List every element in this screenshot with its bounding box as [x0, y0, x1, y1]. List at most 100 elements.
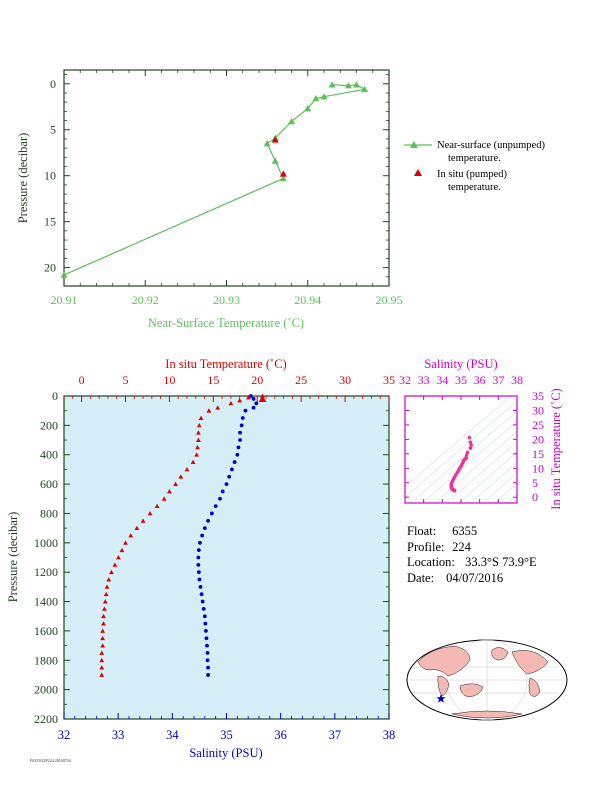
pressure-tick-label: 2200	[34, 712, 58, 726]
salinity-point	[220, 489, 225, 494]
top-y-ticks: 0 5 10 15 20	[44, 74, 389, 287]
near-surface-point	[60, 271, 68, 278]
top-x-tick-label: 20.93	[213, 293, 240, 307]
temperature-point	[112, 562, 118, 567]
temperature-point	[206, 408, 212, 413]
salinity-point	[205, 651, 210, 655]
density-contour	[434, 431, 517, 503]
float-info-panel: Float: 6355 Profile: 224 Location: 33.3°…	[407, 524, 537, 586]
pressure-tick-label: 2000	[34, 683, 58, 697]
temperature-point	[106, 577, 112, 582]
pressure-tick-label: 1400	[34, 595, 58, 609]
ts-y-tick-label: 20	[532, 432, 544, 446]
salinity-point	[254, 401, 259, 406]
float-number: 6355	[452, 524, 478, 538]
salinity-point	[206, 665, 210, 670]
sal-tick-label: 38	[383, 728, 396, 742]
salinity-point	[224, 482, 229, 486]
top-y-tick-label: 20	[44, 261, 56, 275]
profile-row: Profile: 224	[407, 540, 537, 556]
ts-x-tick-label: 36	[474, 373, 486, 387]
pressure-tick-label: 1600	[34, 624, 58, 638]
pressure-tick-label: 1200	[34, 565, 58, 579]
salinity-point	[199, 592, 204, 597]
near-surface-point	[263, 140, 271, 147]
salinity-point	[205, 658, 210, 663]
ts-point	[467, 435, 472, 440]
temperature-point	[101, 613, 106, 619]
temp-tick-label: 20	[251, 373, 263, 387]
top-x-tick-label: 20.94	[294, 293, 321, 307]
location-label: Location:	[407, 555, 455, 569]
salinity-point	[235, 452, 240, 457]
temperature-point	[100, 635, 106, 641]
bottom-temperature-axis-title: In situ Temperature (˚C)	[165, 357, 286, 371]
sal-tick-label: 32	[58, 728, 71, 742]
top-y-axis-title: Pressure (decibar)	[16, 133, 30, 224]
density-contour	[405, 401, 517, 499]
temperature-point	[195, 437, 201, 442]
bottom-pressure-ticks: 0 200 400 600 800 1000 1200 1400 1600 1800 2000 220…	[34, 389, 389, 726]
float-label: Float:	[407, 524, 437, 538]
ts-x-tick-label: 34	[436, 373, 448, 387]
top-y-tick-label: 10	[44, 169, 56, 183]
salinity-point	[204, 636, 209, 641]
ts-x-tick-label: 35	[455, 373, 467, 387]
temperature-point	[102, 599, 108, 604]
density-contour	[410, 411, 517, 503]
salinity-point	[251, 405, 256, 410]
temperature-point	[237, 398, 243, 403]
legend-near-surface-marker	[410, 141, 418, 148]
salinity-point	[218, 496, 222, 501]
near-surface-point	[304, 105, 312, 112]
ts-x-tick-label: 38	[511, 373, 523, 387]
temperature-point	[119, 547, 125, 553]
temperature-point	[215, 405, 221, 410]
salinity-point	[198, 540, 202, 545]
ts-x-tick-label: 32	[399, 373, 411, 387]
salinity-point	[230, 467, 234, 472]
bottom-series-marks	[99, 393, 267, 677]
salinity-point	[196, 555, 201, 560]
bottom-chart: 0 5 10 15 20 25 30 35 32 33 34 35 36 37 38 0 200 400 600…	[6, 357, 395, 760]
sal-tick-label: 37	[329, 728, 342, 742]
sal-tick-label: 35	[220, 728, 233, 742]
temperature-point	[100, 643, 106, 648]
legend-insitu-label-1: In situ (pumped)	[437, 169, 507, 180]
temperature-point	[228, 400, 234, 406]
salinity-point	[205, 643, 209, 648]
temperature-point	[147, 511, 153, 516]
ts-y-tick-label: 5	[532, 476, 538, 490]
insitu-point	[271, 136, 279, 143]
salinity-point	[202, 614, 207, 619]
date-label: Date:	[407, 570, 435, 585]
bottom-temperature-ticks: 0 5 10 15 20 25 30 35	[63, 373, 395, 402]
density-contour	[422, 421, 517, 503]
pressure-tick-label: 1800	[34, 653, 58, 667]
salinity-point	[238, 438, 242, 442]
star-icon	[436, 694, 446, 703]
pressure-tick-label: 800	[40, 506, 58, 520]
ts-point	[468, 446, 473, 450]
density-contour	[446, 441, 517, 503]
insitu-point	[279, 170, 287, 177]
location-value: 33.3°S 73.9°E	[465, 555, 537, 569]
salinity-point	[196, 562, 201, 567]
salinity-point	[243, 408, 248, 413]
temp-tick-label: 0	[79, 373, 85, 387]
top-y-tick-label: 5	[50, 123, 56, 137]
pressure-tick-label: 600	[40, 477, 58, 491]
profile-number: 224	[452, 539, 471, 554]
near-surface-point	[288, 117, 295, 125]
temperature-point	[161, 496, 167, 501]
near-surface-point	[271, 157, 279, 164]
near-surface-point	[328, 81, 336, 88]
ts-y-tick-label: 30	[532, 403, 544, 417]
ts-plot-area	[405, 396, 517, 503]
density-contour	[533, 393, 612, 523]
pressure-tick-label: 0	[52, 389, 58, 403]
ts-y-axis-title: In situ Temperature (˚C)	[549, 388, 563, 509]
temperature-point	[195, 444, 200, 450]
